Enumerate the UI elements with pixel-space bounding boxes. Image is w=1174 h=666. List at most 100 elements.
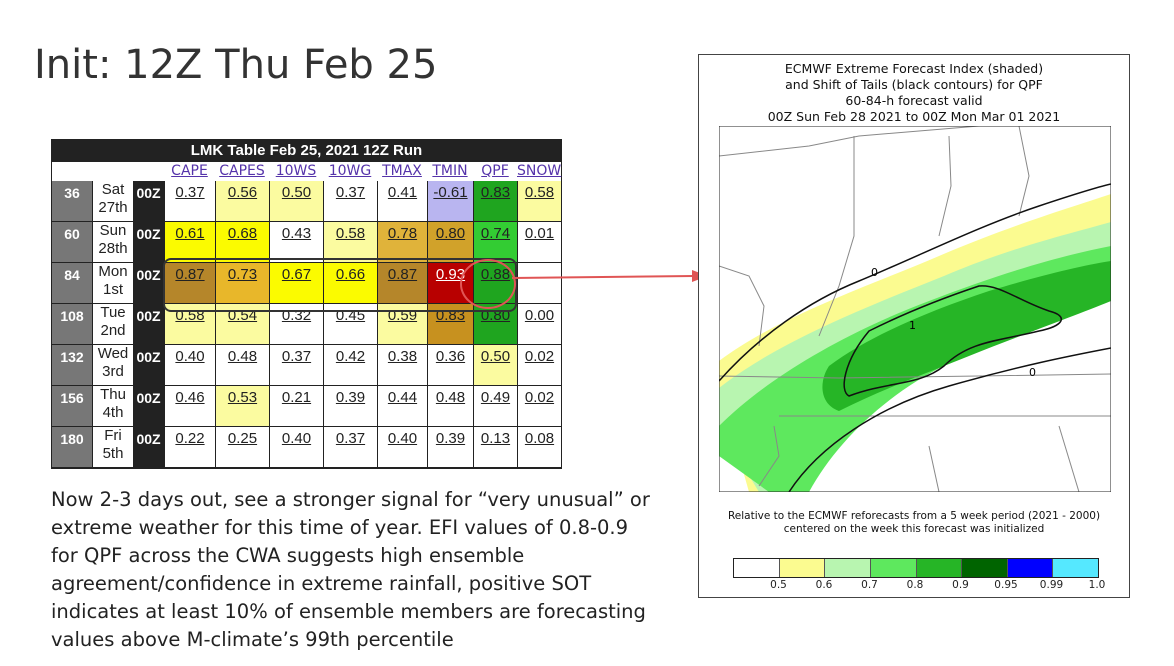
efi-cell-tmax[interactable]: 0.78	[377, 222, 427, 263]
efi-value[interactable]: 0.21	[281, 389, 312, 406]
efi-value[interactable]: 0.37	[281, 348, 312, 365]
efi-cell-qpf[interactable]: 0.49	[473, 386, 517, 427]
column-header-qpf[interactable]: QPF	[481, 163, 509, 179]
efi-value[interactable]: 0.37	[175, 184, 205, 201]
efi-value[interactable]: 0.22	[175, 430, 205, 447]
efi-cell-tmax[interactable]: 0.41	[377, 181, 427, 222]
efi-value[interactable]: 0.25	[227, 430, 258, 447]
efi-value[interactable]: 0.02	[524, 348, 555, 365]
column-header-cape[interactable]: CAPE	[171, 163, 208, 179]
efi-value[interactable]: 0.73	[227, 266, 258, 283]
efi-cell-cape[interactable]: 0.22	[164, 427, 215, 468]
column-header-10wg[interactable]: 10WG	[328, 163, 372, 179]
column-header-tmin[interactable]: TMIN	[432, 163, 468, 179]
efi-cell-10wg[interactable]: 0.66	[323, 263, 377, 304]
efi-cell-snow[interactable]	[517, 263, 561, 304]
efi-value[interactable]: 0.80	[435, 225, 466, 242]
efi-value[interactable]: 0.00	[524, 307, 555, 324]
efi-cell-tmax[interactable]: 0.40	[377, 427, 427, 468]
efi-value[interactable]: 0.36	[435, 348, 466, 365]
efi-value[interactable]: 0.50	[281, 184, 312, 201]
efi-cell-cape[interactable]: 0.40	[164, 345, 215, 386]
efi-cell-cape[interactable]: 0.46	[164, 386, 215, 427]
efi-value[interactable]: 0.56	[227, 184, 258, 201]
efi-value[interactable]: 0.61	[175, 225, 205, 242]
efi-cell-tmin[interactable]: 0.39	[427, 427, 473, 468]
efi-cell-qpf[interactable]: 0.50	[473, 345, 517, 386]
efi-cell-snow[interactable]: 0.00	[517, 304, 561, 345]
efi-value[interactable]: 0.58	[524, 184, 555, 201]
efi-cell-tmin[interactable]: 0.80	[427, 222, 473, 263]
efi-cell-qpf[interactable]: 0.13	[473, 427, 517, 468]
efi-cell-10wg[interactable]: 0.42	[323, 345, 377, 386]
efi-value[interactable]: 0.39	[335, 389, 366, 406]
efi-value[interactable]: 0.41	[387, 184, 418, 201]
efi-cell-snow[interactable]: 0.01	[517, 222, 561, 263]
efi-cell-10ws[interactable]: 0.21	[269, 386, 323, 427]
efi-cell-10ws[interactable]: 0.50	[269, 181, 323, 222]
efi-cell-10ws[interactable]: 0.67	[269, 263, 323, 304]
efi-cell-tmin[interactable]: 0.36	[427, 345, 473, 386]
efi-cell-10wg[interactable]: 0.37	[323, 427, 377, 468]
efi-value[interactable]: 0.08	[524, 430, 555, 447]
efi-value[interactable]: 0.46	[175, 389, 205, 406]
column-header-snow[interactable]: SNOW	[517, 163, 562, 179]
efi-value[interactable]: 0.02	[524, 389, 555, 406]
efi-value[interactable]: 0.50	[480, 348, 511, 365]
efi-value[interactable]: 0.39	[435, 430, 466, 447]
efi-value[interactable]: 0.13	[480, 430, 511, 447]
efi-cell-capes[interactable]: 0.56	[215, 181, 269, 222]
efi-cell-snow[interactable]: 0.58	[517, 181, 561, 222]
efi-value[interactable]: 0.01	[524, 225, 555, 242]
efi-cell-10ws[interactable]: 0.40	[269, 427, 323, 468]
efi-value[interactable]: 0.87	[387, 266, 418, 283]
efi-value[interactable]: 0.87	[175, 266, 205, 283]
efi-value[interactable]: 0.42	[335, 348, 366, 365]
efi-value[interactable]: 0.48	[435, 389, 466, 406]
efi-value[interactable]: 0.67	[281, 266, 312, 283]
efi-value[interactable]: 0.74	[480, 225, 511, 242]
column-header-tmax[interactable]: TMAX	[382, 163, 422, 179]
efi-cell-tmin[interactable]: -0.61	[427, 181, 473, 222]
efi-value[interactable]: 0.93	[435, 266, 466, 283]
efi-value[interactable]: 0.49	[480, 389, 511, 406]
efi-value[interactable]: 0.58	[335, 225, 366, 242]
efi-cell-qpf[interactable]: 0.74	[473, 222, 517, 263]
efi-value[interactable]: 0.78	[387, 225, 418, 242]
efi-cell-tmax[interactable]: 0.87	[377, 263, 427, 304]
efi-cell-10wg[interactable]: 0.39	[323, 386, 377, 427]
efi-value[interactable]: 0.53	[227, 389, 258, 406]
efi-value[interactable]: 0.68	[227, 225, 258, 242]
efi-value[interactable]: 0.40	[281, 430, 312, 447]
efi-cell-tmin[interactable]: 0.48	[427, 386, 473, 427]
efi-cell-10ws[interactable]: 0.43	[269, 222, 323, 263]
efi-cell-10wg[interactable]: 0.37	[323, 181, 377, 222]
efi-cell-10ws[interactable]: 0.37	[269, 345, 323, 386]
efi-cell-capes[interactable]: 0.73	[215, 263, 269, 304]
efi-value[interactable]: 0.38	[387, 348, 418, 365]
efi-cell-capes[interactable]: 0.48	[215, 345, 269, 386]
efi-cell-snow[interactable]: 0.08	[517, 427, 561, 468]
efi-cell-tmax[interactable]: 0.44	[377, 386, 427, 427]
efi-cell-capes[interactable]: 0.53	[215, 386, 269, 427]
efi-cell-snow[interactable]: 0.02	[517, 345, 561, 386]
efi-value[interactable]: 0.40	[175, 348, 205, 365]
efi-cell-snow[interactable]: 0.02	[517, 386, 561, 427]
efi-cell-10wg[interactable]: 0.58	[323, 222, 377, 263]
efi-value[interactable]: 0.43	[281, 225, 312, 242]
efi-value[interactable]: 0.37	[335, 184, 366, 201]
efi-cell-tmax[interactable]: 0.38	[377, 345, 427, 386]
column-header-10ws[interactable]: 10WS	[275, 163, 317, 179]
efi-cell-cape[interactable]: 0.61	[164, 222, 215, 263]
efi-value[interactable]: 0.44	[387, 389, 418, 406]
column-header-capes[interactable]: CAPES	[219, 163, 265, 179]
efi-value[interactable]: 0.48	[227, 348, 258, 365]
efi-cell-cape[interactable]: 0.37	[164, 181, 215, 222]
efi-value[interactable]: -0.61	[433, 184, 468, 201]
efi-value[interactable]: 0.83	[480, 184, 511, 201]
efi-value[interactable]: 0.66	[335, 266, 366, 283]
efi-value[interactable]: 0.37	[335, 430, 366, 447]
efi-cell-qpf[interactable]: 0.83	[473, 181, 517, 222]
efi-cell-capes[interactable]: 0.25	[215, 427, 269, 468]
efi-cell-capes[interactable]: 0.68	[215, 222, 269, 263]
